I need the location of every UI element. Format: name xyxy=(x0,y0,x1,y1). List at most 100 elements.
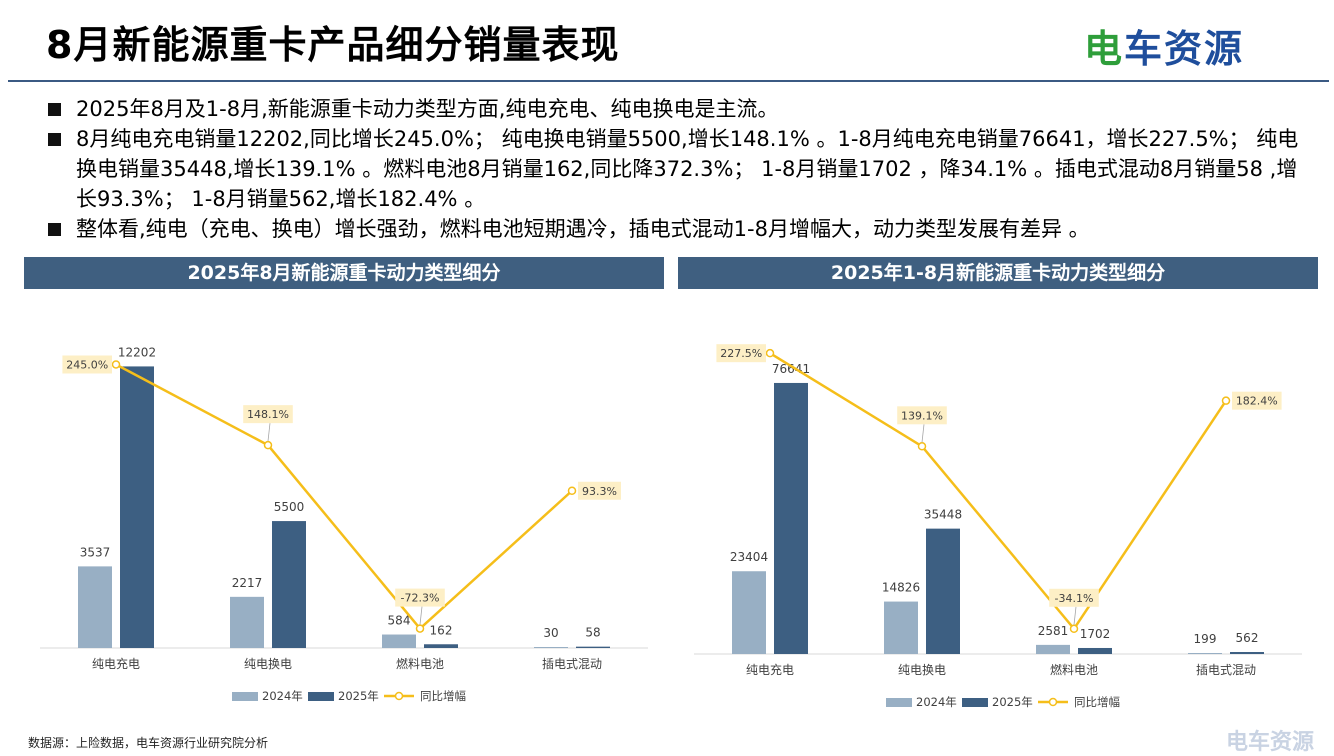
watermark-logo: 电车资源 xyxy=(1226,730,1315,755)
bar-label-2024: 14826 xyxy=(882,581,920,595)
growth-point xyxy=(263,440,273,450)
growth-label-bg xyxy=(243,405,293,424)
category-label: 燃料电池 xyxy=(396,656,444,671)
legend-label-2024: 2024年 xyxy=(916,695,957,709)
bar-label-2025: 35448 xyxy=(924,508,962,522)
category-label: 纯电换电 xyxy=(244,657,292,671)
chart-title-aug: 2025年8月新能源重卡动力类型细分 xyxy=(24,257,664,289)
brand-logo: 电车资源 xyxy=(1084,27,1245,71)
bar-label-2024: 2217 xyxy=(232,576,263,590)
category-label: 纯电换电 xyxy=(898,663,946,677)
square-bullet-icon xyxy=(48,133,61,146)
growth-label: 148.1% xyxy=(247,408,289,421)
legend-label-2025: 2025年 xyxy=(338,689,379,703)
growth-label: 93.3% xyxy=(582,485,617,498)
legend-swatch-2024 xyxy=(232,692,258,701)
growth-label-bg xyxy=(1232,391,1282,410)
bullet-item: 2025年8月及1-8月,新能源重卡动力类型方面,纯电充电、纯电换电是主流。 xyxy=(46,94,1308,124)
bar-2024 xyxy=(732,571,766,654)
legend-swatch-2025 xyxy=(308,692,334,701)
growth-label-leader xyxy=(921,424,925,443)
bar-2024 xyxy=(78,566,112,648)
growth-label: -72.3% xyxy=(401,592,440,605)
category-label: 插电式混动 xyxy=(1196,663,1256,677)
bar-2025 xyxy=(424,644,458,648)
growth-label-bg xyxy=(395,588,445,607)
growth-point xyxy=(415,624,425,633)
bar-label-2025: 162 xyxy=(430,623,453,637)
bullet-item: 8月纯电充电销量12202,同比增长245.0%； 纯电换电销量5500,增长1… xyxy=(46,124,1308,214)
legend-swatch-2025 xyxy=(962,698,988,707)
bar-2024 xyxy=(382,634,416,648)
growth-line xyxy=(115,363,573,631)
bar-label-2025: 58 xyxy=(585,626,600,640)
category-label: 纯电充电 xyxy=(92,656,140,671)
growth-label: 245.0% xyxy=(66,358,108,371)
bar-2025 xyxy=(1078,647,1112,654)
growth-label: -34.1% xyxy=(1055,592,1094,605)
growth-point xyxy=(111,360,121,369)
bar-label-2025: 562 xyxy=(1236,631,1259,645)
bar-2024 xyxy=(1188,653,1222,654)
growth-label: 139.1% xyxy=(901,409,943,422)
bar-label-2024: 3537 xyxy=(80,545,111,559)
chart-aug: 3537 12202 纯电充电 2217 5500 纯电换电 584 162 燃料电池 30 58 插… xyxy=(40,345,648,703)
growth-label-leader xyxy=(267,423,271,442)
bar-2024 xyxy=(1036,644,1070,654)
bar-label-2024: 23404 xyxy=(730,550,768,564)
legend-marker-growth xyxy=(394,691,404,701)
bar-2025 xyxy=(926,528,960,654)
bar-label-2024: 30 xyxy=(543,626,558,640)
square-bullet-icon xyxy=(48,103,61,116)
bullet-text: 整体看,纯电（充电、换电）增长强劲，燃料电池短期遇冷，插电式混动1-8月增幅大，… xyxy=(76,217,1090,241)
growth-label-leader xyxy=(1073,606,1077,625)
category-label: 插电式混动 xyxy=(542,657,602,671)
legend-label-2024: 2024年 xyxy=(262,689,303,703)
bar-2025 xyxy=(1230,652,1264,654)
bar-2025 xyxy=(774,382,808,654)
bar-label-2024: 2581 xyxy=(1038,624,1069,638)
bar-label-2025: 12202 xyxy=(118,345,156,359)
growth-line xyxy=(769,352,1228,631)
legend-label-growth: 同比增幅 xyxy=(1074,695,1120,709)
square-bullet-icon xyxy=(48,223,61,236)
growth-label-leader xyxy=(419,606,423,625)
bar-label-2024: 584 xyxy=(388,614,411,628)
growth-point xyxy=(765,348,775,358)
growth-point xyxy=(1069,624,1079,634)
bar-2024 xyxy=(884,601,918,654)
bar-2025 xyxy=(120,366,154,648)
bullet-text: 8月纯电充电销量12202,同比增长245.0%； 纯电换电销量5500,增长1… xyxy=(76,127,1299,211)
legend-swatch-2024 xyxy=(886,698,912,707)
bar-label-2025: 1702 xyxy=(1080,627,1111,641)
bar-2025 xyxy=(272,521,306,648)
page-title: 8月新能源重卡产品细分销量表现 xyxy=(46,23,620,67)
chart-title-ytd: 2025年1-8月新能源重卡动力类型细分 xyxy=(678,257,1318,289)
growth-point xyxy=(917,442,927,451)
bar-label-2024: 199 xyxy=(1194,632,1217,646)
bar-label-2025: 5500 xyxy=(274,500,305,514)
summary-bullets: 2025年8月及1-8月,新能源重卡动力类型方面,纯电充电、纯电换电是主流。 8… xyxy=(46,94,1308,244)
category-label: 燃料电池 xyxy=(1050,662,1098,677)
legend-marker-growth xyxy=(1048,697,1058,707)
category-label: 纯电充电 xyxy=(746,662,794,677)
growth-point xyxy=(1221,396,1231,405)
growth-label: 227.5% xyxy=(720,347,762,360)
growth-label-bg xyxy=(897,406,947,425)
growth-label-bg xyxy=(62,355,112,374)
bullet-item: 整体看,纯电（充电、换电）增长强劲，燃料电池短期遇冷，插电式混动1-8月增幅大，… xyxy=(46,214,1308,244)
title-divider xyxy=(8,80,1329,82)
bullet-text: 2025年8月及1-8月,新能源重卡动力类型方面,纯电充电、纯电换电是主流。 xyxy=(76,97,779,121)
growth-label-bg xyxy=(716,344,766,363)
growth-label-bg xyxy=(1049,588,1099,607)
legend-label-growth: 同比增幅 xyxy=(420,689,466,703)
growth-point xyxy=(567,486,577,496)
bar-2025 xyxy=(576,646,610,648)
growth-label: 182.4% xyxy=(1236,395,1278,408)
bar-2024 xyxy=(534,647,568,648)
data-source-note: 数据源：上险数据，电车资源行业研究院分析 xyxy=(28,736,269,750)
bar-2024 xyxy=(230,596,264,648)
growth-label-bg xyxy=(578,481,621,500)
legend-label-2025: 2025年 xyxy=(992,695,1033,709)
